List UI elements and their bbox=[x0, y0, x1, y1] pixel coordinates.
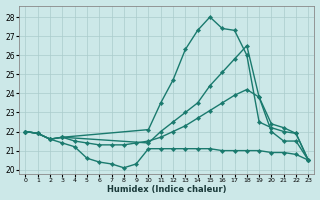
X-axis label: Humidex (Indice chaleur): Humidex (Indice chaleur) bbox=[107, 185, 227, 194]
